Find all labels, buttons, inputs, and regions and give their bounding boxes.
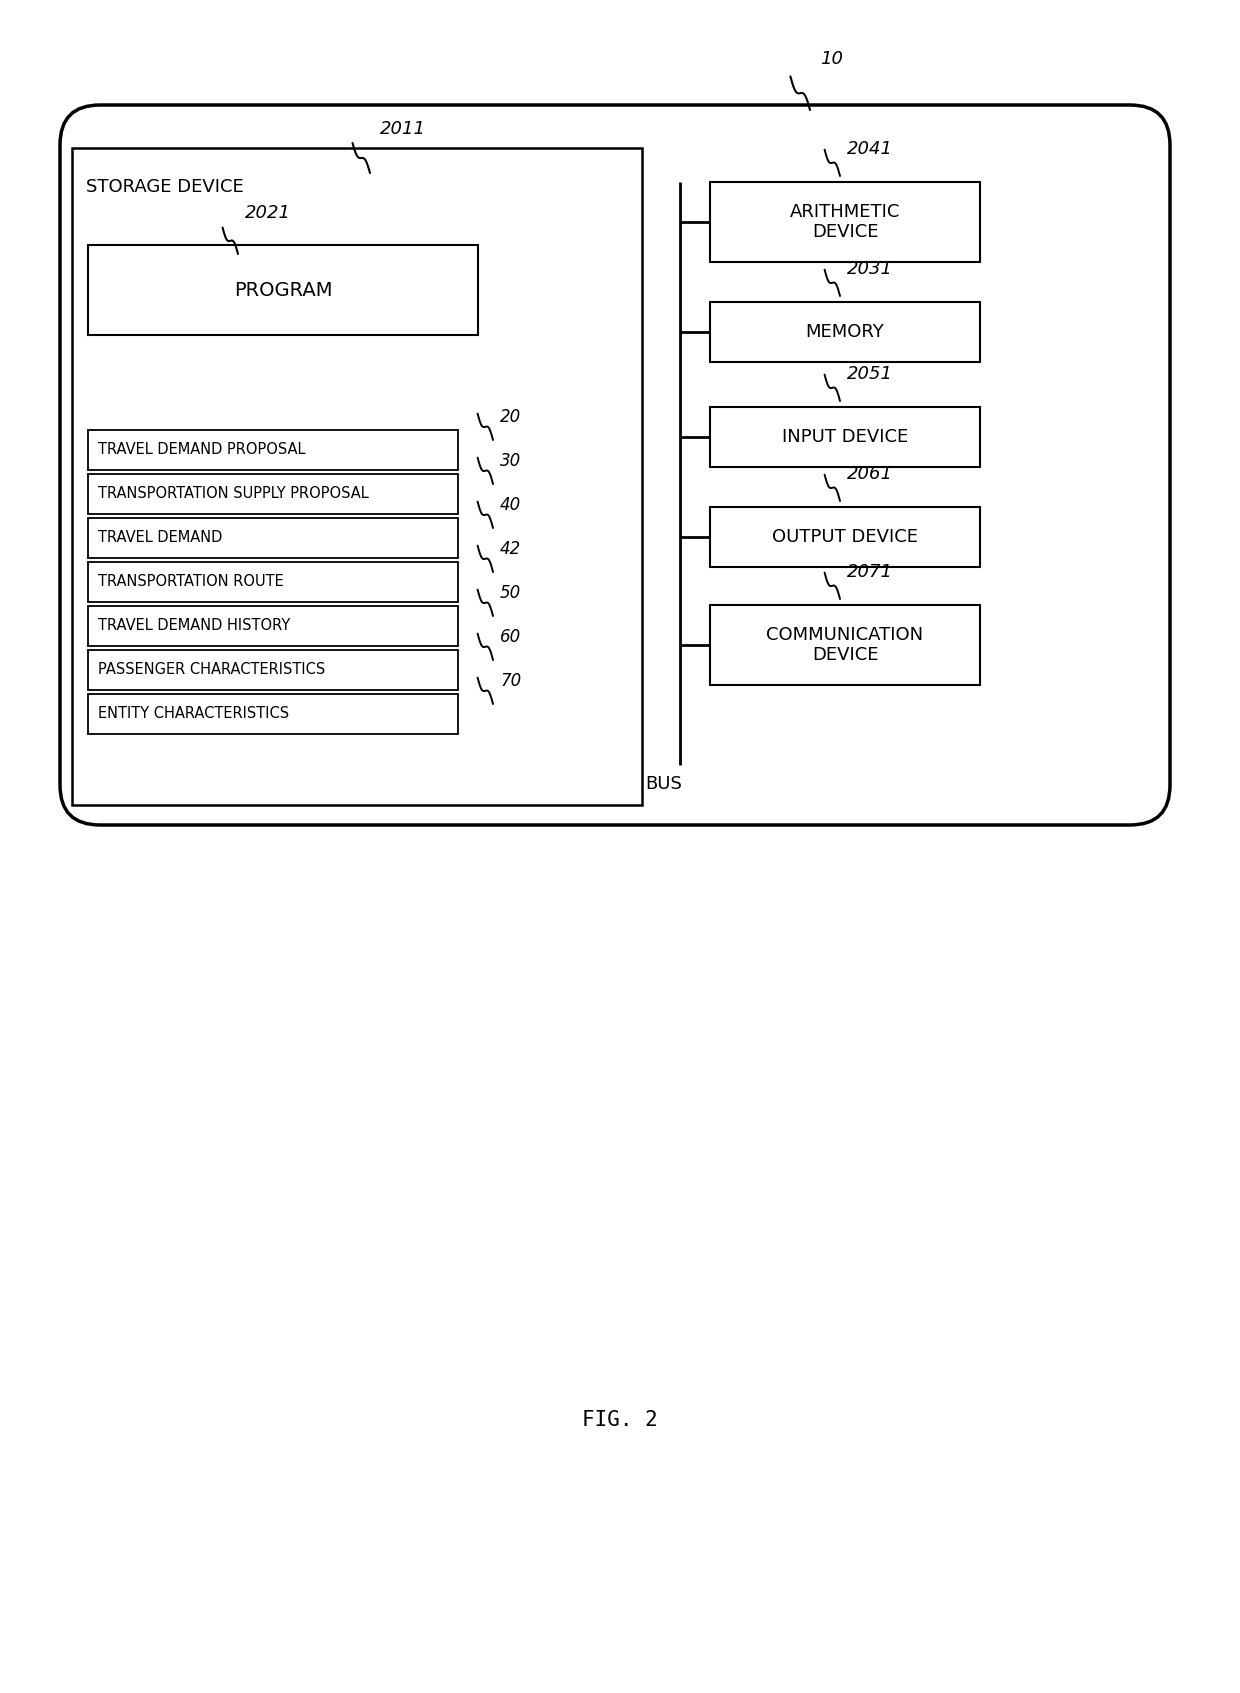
FancyBboxPatch shape bbox=[88, 245, 477, 335]
Text: MEMORY: MEMORY bbox=[806, 323, 884, 340]
Text: TRANSPORTATION ROUTE: TRANSPORTATION ROUTE bbox=[98, 574, 284, 589]
FancyBboxPatch shape bbox=[711, 183, 980, 262]
FancyBboxPatch shape bbox=[711, 506, 980, 567]
Text: FIG. 2: FIG. 2 bbox=[582, 1410, 658, 1431]
FancyBboxPatch shape bbox=[88, 650, 458, 691]
Text: 2071: 2071 bbox=[847, 564, 893, 581]
Text: OUTPUT DEVICE: OUTPUT DEVICE bbox=[773, 528, 918, 547]
FancyBboxPatch shape bbox=[711, 604, 980, 686]
Text: ENTITY CHARACTERISTICS: ENTITY CHARACTERISTICS bbox=[98, 706, 289, 721]
Text: TRAVEL DEMAND HISTORY: TRAVEL DEMAND HISTORY bbox=[98, 618, 290, 633]
Text: 2051: 2051 bbox=[847, 366, 893, 383]
FancyBboxPatch shape bbox=[88, 430, 458, 471]
Text: TRAVEL DEMAND PROPOSAL: TRAVEL DEMAND PROPOSAL bbox=[98, 442, 305, 457]
FancyBboxPatch shape bbox=[60, 105, 1171, 824]
Text: 2031: 2031 bbox=[847, 261, 893, 278]
Text: INPUT DEVICE: INPUT DEVICE bbox=[782, 428, 908, 445]
Text: 50: 50 bbox=[500, 584, 521, 603]
Text: TRANSPORTATION SUPPLY PROPOSAL: TRANSPORTATION SUPPLY PROPOSAL bbox=[98, 486, 368, 501]
Text: 30: 30 bbox=[500, 452, 521, 471]
FancyBboxPatch shape bbox=[711, 301, 980, 362]
Text: 42: 42 bbox=[500, 540, 521, 559]
FancyBboxPatch shape bbox=[88, 518, 458, 559]
FancyBboxPatch shape bbox=[711, 406, 980, 467]
Text: 70: 70 bbox=[500, 672, 521, 691]
Text: 40: 40 bbox=[500, 496, 521, 515]
FancyBboxPatch shape bbox=[88, 562, 458, 603]
Text: ARITHMETIC
DEVICE: ARITHMETIC DEVICE bbox=[790, 203, 900, 242]
Text: PASSENGER CHARACTERISTICS: PASSENGER CHARACTERISTICS bbox=[98, 662, 325, 677]
Text: 2061: 2061 bbox=[847, 466, 893, 483]
Text: 2041: 2041 bbox=[847, 141, 893, 157]
Text: BUS: BUS bbox=[645, 775, 682, 792]
FancyBboxPatch shape bbox=[72, 147, 642, 804]
Text: 10: 10 bbox=[820, 51, 843, 68]
Text: 60: 60 bbox=[500, 628, 521, 647]
Text: 2011: 2011 bbox=[379, 120, 427, 139]
FancyBboxPatch shape bbox=[88, 474, 458, 515]
Text: 2021: 2021 bbox=[246, 203, 291, 222]
Text: PROGRAM: PROGRAM bbox=[234, 281, 332, 300]
FancyBboxPatch shape bbox=[88, 694, 458, 735]
Text: COMMUNICATION
DEVICE: COMMUNICATION DEVICE bbox=[766, 626, 924, 664]
Text: STORAGE DEVICE: STORAGE DEVICE bbox=[86, 178, 244, 196]
Text: 20: 20 bbox=[500, 408, 521, 427]
Text: TRAVEL DEMAND: TRAVEL DEMAND bbox=[98, 530, 222, 545]
FancyBboxPatch shape bbox=[88, 606, 458, 647]
